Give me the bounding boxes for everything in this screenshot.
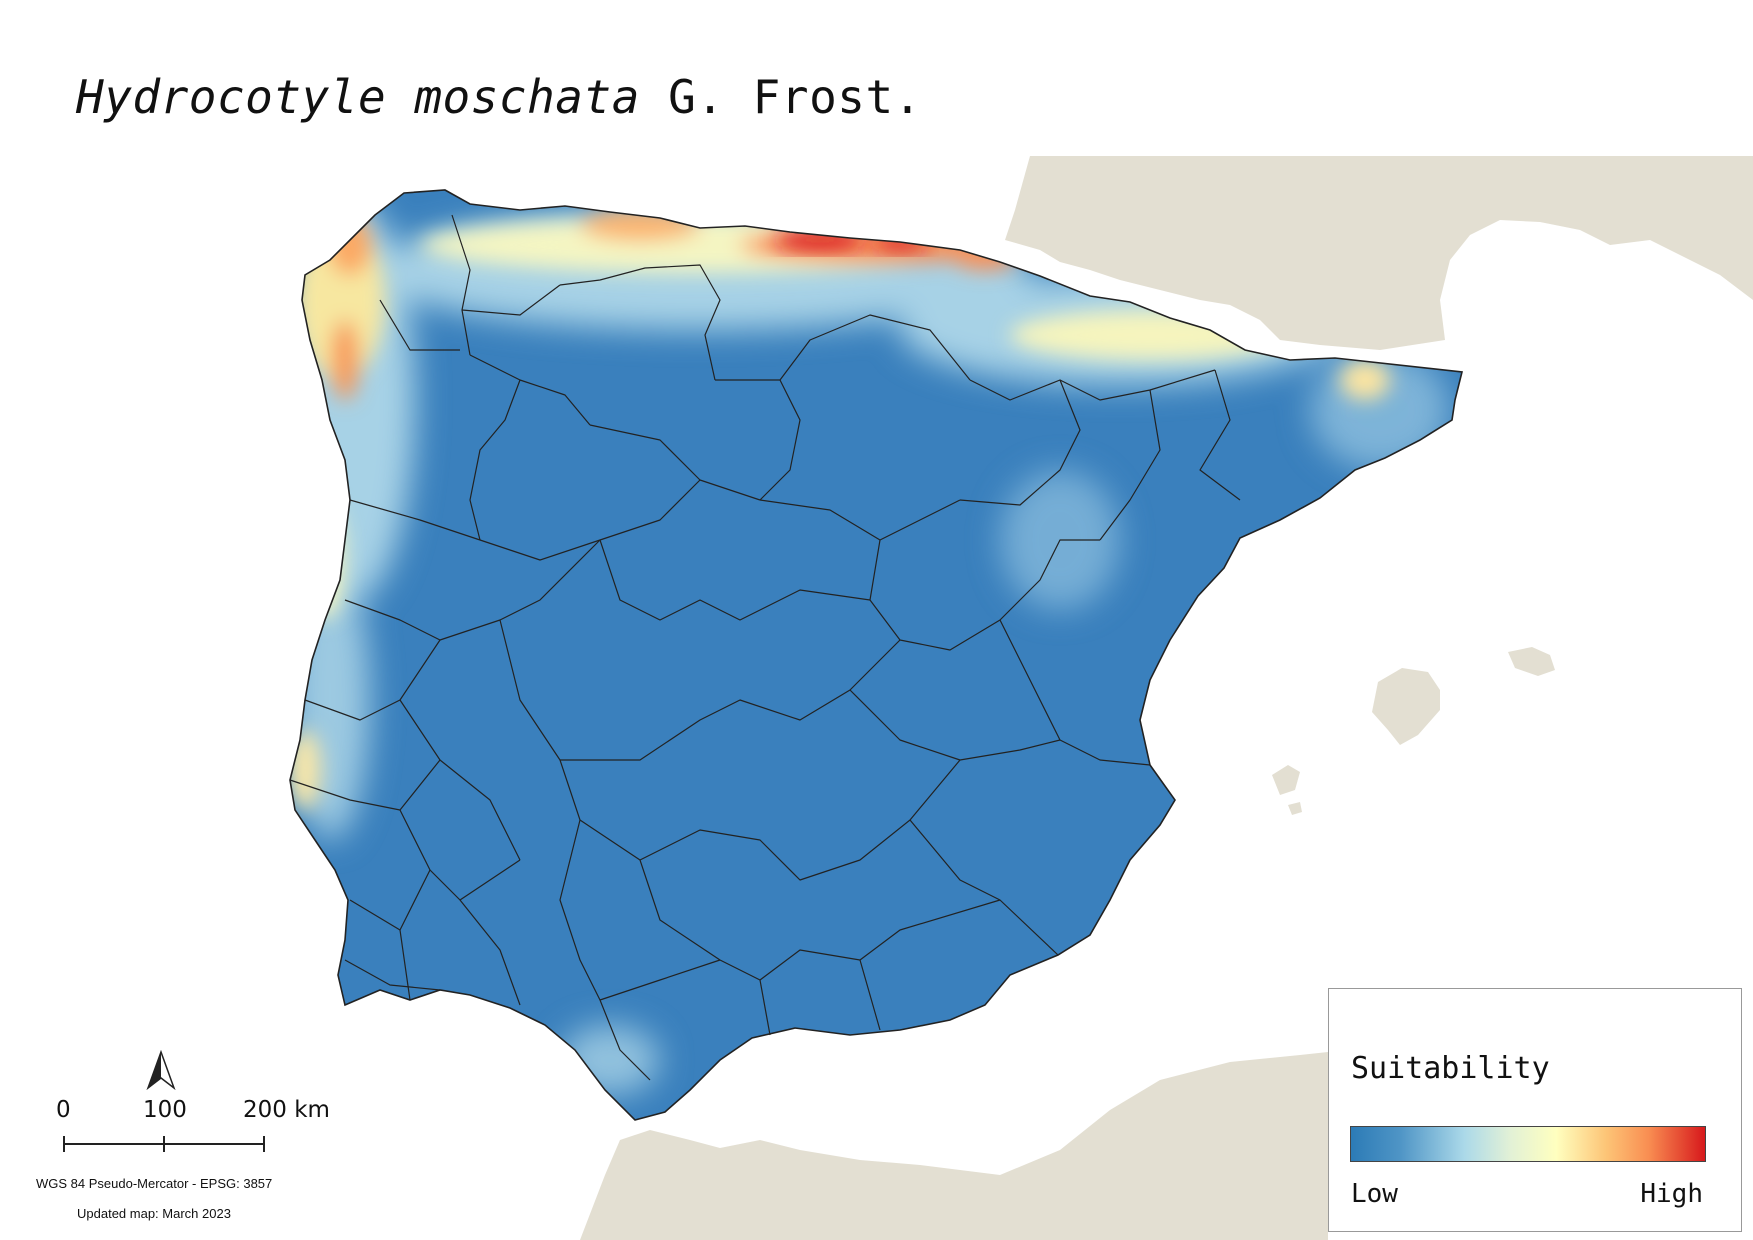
- legend-box: Suitability Low High: [1328, 988, 1742, 1232]
- species-author: G. Frost.: [668, 70, 922, 124]
- legend-low-label: Low: [1351, 1179, 1398, 1209]
- species-name: Hydrocotyle moschata: [76, 70, 640, 124]
- update-credit: Updated map: March 2023: [77, 1206, 231, 1221]
- legend-title: Suitability: [1351, 1051, 1550, 1086]
- france-landmass: [1005, 156, 1753, 350]
- legend-high-label: High: [1640, 1179, 1703, 1209]
- mallorca-island: [1372, 668, 1440, 745]
- menorca-island: [1508, 647, 1555, 676]
- scale-label-100: 100: [143, 1097, 187, 1123]
- map-title: Hydrocotyle moschata G. Frost.: [76, 70, 922, 124]
- scale-bar-line: [63, 1136, 265, 1152]
- africa-landmass: [580, 1052, 1328, 1240]
- ibiza-island: [1272, 765, 1300, 795]
- province-boundaries: [289, 214, 1241, 1081]
- legend-color-ramp: [1350, 1126, 1706, 1162]
- crs-credit: WGS 84 Pseudo-Mercator - EPSG: 3857: [36, 1176, 273, 1191]
- formentera-island: [1288, 802, 1302, 815]
- scale-label-200: 200 km: [243, 1097, 330, 1123]
- north-arrow-icon: [146, 1050, 176, 1090]
- scale-label-0: 0: [56, 1097, 71, 1123]
